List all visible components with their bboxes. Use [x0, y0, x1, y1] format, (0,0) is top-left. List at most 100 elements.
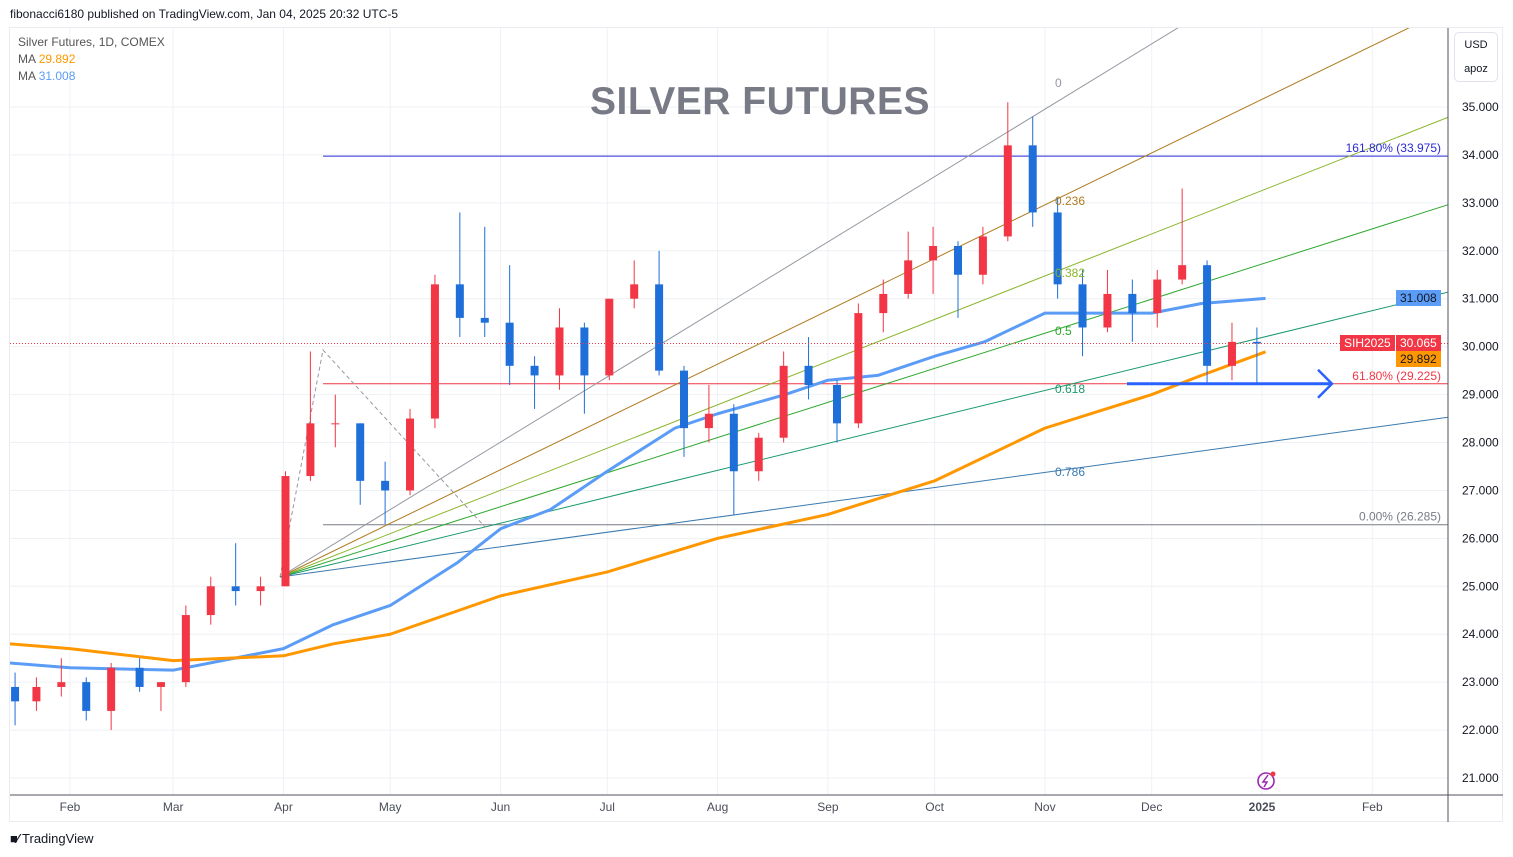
candle-body — [904, 260, 913, 294]
x-tick-label: Aug — [707, 800, 728, 814]
symbol-tag: SIH2025 — [1340, 335, 1395, 351]
y-tick-label: 32.000 — [1462, 244, 1499, 258]
candle-body — [231, 586, 240, 592]
ma-label: MA — [18, 52, 36, 66]
fib-level-label: 0.00% (26.285) — [1359, 510, 1441, 524]
unit-label: apoz — [1464, 63, 1488, 75]
x-tick-label: Nov — [1034, 800, 1055, 814]
candle-body — [879, 293, 888, 314]
candle-body — [1252, 341, 1261, 344]
chart-legend: Silver Futures, 1D, COMEX MA 29.892 MA 3… — [18, 34, 165, 85]
fib-level-label: 161.80% (33.975) — [1346, 141, 1441, 155]
candle-body — [1227, 341, 1236, 366]
lightning-bolt-icon — [1261, 774, 1269, 788]
candle-body — [82, 682, 91, 711]
fib-fan-line — [279, 291, 1448, 578]
x-tick-label: Jun — [491, 800, 510, 814]
fib-fan-label: 0.5 — [1055, 324, 1072, 338]
y-tick-label: 31.000 — [1462, 292, 1499, 306]
x-tick-label: Sep — [817, 800, 839, 814]
publish-info: fibonacci6180 published on TradingView.c… — [10, 7, 399, 21]
y-tick-label: 35.000 — [1462, 100, 1499, 114]
y-tick-label: 26.000 — [1462, 531, 1499, 545]
candle-body — [480, 317, 489, 323]
y-tick-label: 30.000 — [1462, 340, 1499, 354]
ma-slow-line — [10, 350, 1267, 663]
candle-body — [256, 586, 265, 592]
candle-body — [804, 365, 813, 385]
candle-body — [381, 480, 390, 491]
ma-orange-price-tag: 29.892 — [1396, 351, 1441, 367]
fib-fan-line — [279, 28, 1179, 578]
candle-body — [555, 327, 564, 376]
candle-body — [406, 418, 415, 491]
last-price-tag: 30.065 — [1396, 335, 1441, 351]
y-tick-label: 22.000 — [1462, 723, 1499, 737]
plot-area — [10, 28, 1448, 795]
symbol-label[interactable]: Silver Futures, 1D, COMEX — [18, 35, 165, 49]
candle-body — [929, 245, 938, 261]
candle-body — [680, 370, 689, 429]
candle-body — [729, 413, 738, 472]
fib-fan-line — [279, 28, 1410, 578]
candle-body — [356, 423, 365, 481]
fib-fan-line — [279, 116, 1448, 578]
candle-body — [1078, 284, 1087, 328]
y-tick-label: 33.000 — [1462, 196, 1499, 210]
y-tick-label: 21.000 — [1462, 771, 1499, 785]
candle-body — [978, 236, 987, 275]
candle-body — [455, 284, 464, 318]
x-tick-label: Apr — [274, 800, 293, 814]
candle-body — [306, 423, 315, 477]
brand-name: TradingView — [22, 831, 94, 846]
candle-body — [206, 586, 215, 616]
candle-body — [135, 667, 144, 687]
candle-body — [505, 322, 514, 366]
y-tick-label: 25.000 — [1462, 579, 1499, 593]
candle-body — [1203, 265, 1212, 366]
ma-blue-value: 31.008 — [38, 69, 76, 83]
candle-body — [530, 365, 539, 376]
currency-unit-button[interactable]: USD apoz — [1454, 32, 1498, 82]
x-tick-label: Dec — [1141, 800, 1162, 814]
x-tick-label: 2025 — [1249, 800, 1276, 814]
candle-body — [754, 437, 763, 472]
candle-body — [331, 423, 340, 425]
candle-body — [281, 476, 290, 587]
tradingview-logo-icon: ■∕ — [10, 831, 19, 846]
ma-label: MA — [18, 69, 36, 83]
fib-trend-dashed-line — [279, 348, 486, 578]
candle-body — [1028, 145, 1037, 213]
x-tick-label: Jul — [600, 800, 615, 814]
candle-body — [1053, 212, 1062, 285]
ma-fast-line — [10, 296, 1266, 672]
candle-body — [953, 245, 962, 275]
chart-frame — [9, 27, 1503, 822]
support-arrowhead-icon — [1317, 368, 1334, 399]
fib-fan-label: 0.786 — [1055, 465, 1085, 479]
currency-label: USD — [1464, 39, 1488, 51]
fib-fan-line — [279, 416, 1448, 578]
x-tick-label: May — [379, 800, 402, 814]
candle-body — [32, 686, 41, 702]
candle-body — [181, 615, 190, 683]
y-tick-label: 28.000 — [1462, 436, 1499, 450]
footer-brand[interactable]: ■∕ TradingView — [10, 831, 94, 846]
candle-body — [1178, 265, 1187, 280]
candle-body — [779, 365, 788, 438]
y-tick-label: 34.000 — [1462, 148, 1499, 162]
events-lightning-icon — [1257, 772, 1275, 790]
candle-body — [833, 384, 842, 424]
y-tick-label: 24.000 — [1462, 627, 1499, 641]
candle-body — [1103, 293, 1112, 328]
x-tick-label: Feb — [1362, 800, 1383, 814]
candle-body — [156, 682, 165, 687]
x-tick-label: Mar — [163, 800, 184, 814]
y-tick-label: 27.000 — [1462, 483, 1499, 497]
fib-fan-label: 0.236 — [1055, 194, 1085, 208]
ma-blue-price-tag: 31.008 — [1396, 290, 1441, 306]
fib-level-label: 61.80% (29.225) — [1352, 369, 1441, 383]
notification-dot-icon — [1270, 771, 1276, 777]
candle-body — [107, 667, 116, 711]
